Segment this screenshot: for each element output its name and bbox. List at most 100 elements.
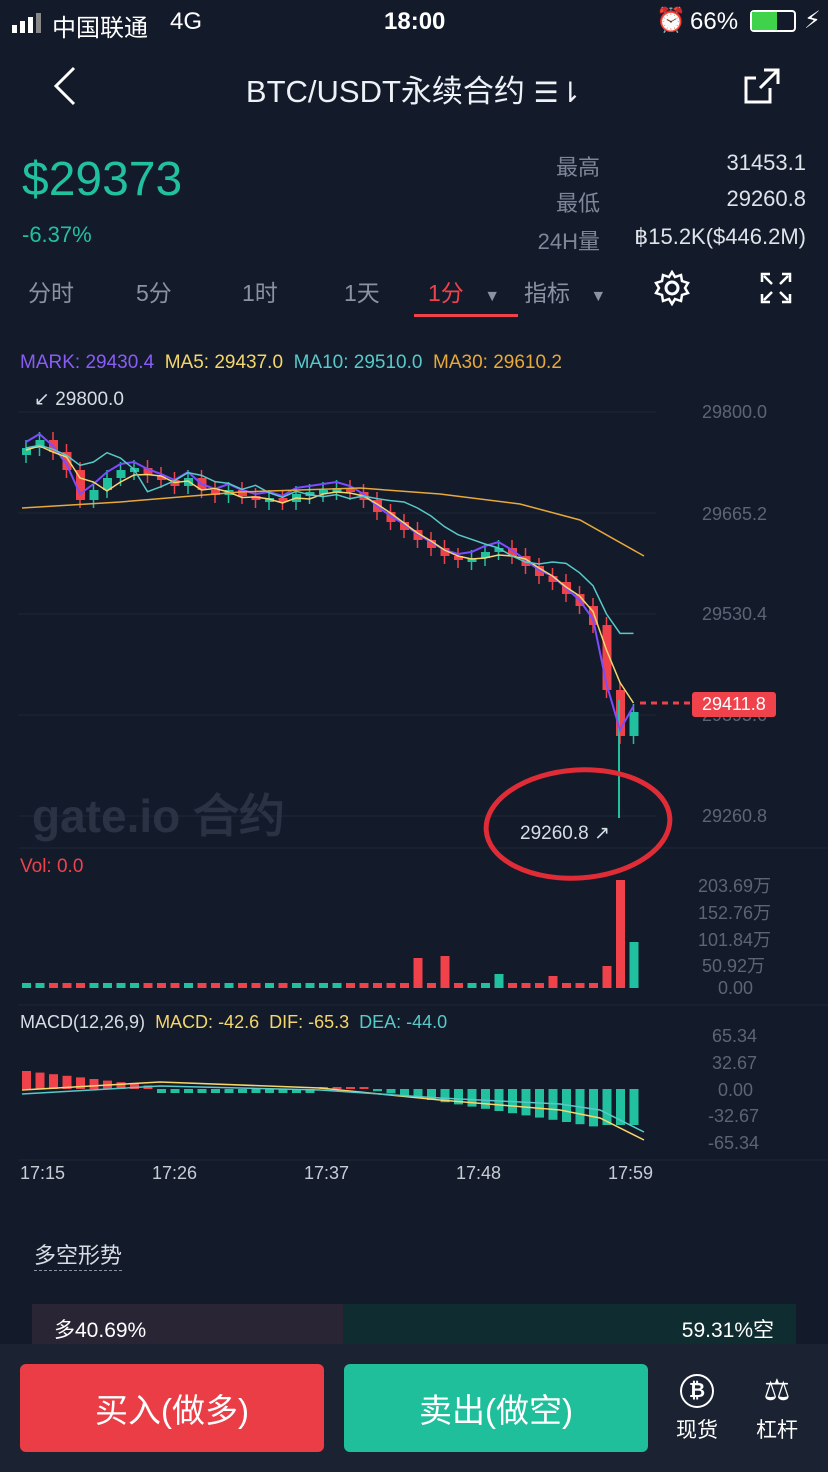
- volume-label: 24H量: [537, 229, 600, 254]
- volume-bar: [589, 983, 598, 988]
- price-change: -6.37%: [22, 222, 92, 247]
- macd-bar: [130, 1083, 139, 1089]
- candle-body: [629, 712, 639, 736]
- candle-body: [319, 490, 328, 494]
- watermark: gate.io 合约: [32, 790, 286, 842]
- macd-bar: [481, 1089, 490, 1109]
- candles: [22, 432, 639, 818]
- macd-bar: [35, 1072, 45, 1089]
- candle-body: [157, 475, 166, 480]
- volume-bar: [319, 983, 328, 988]
- settings-gear-icon[interactable]: [654, 269, 690, 311]
- volume-bar: [373, 983, 382, 988]
- tab-timeshare[interactable]: 分时: [28, 280, 74, 306]
- macd-bar: [49, 1074, 58, 1089]
- macd-bar: [224, 1089, 234, 1093]
- candle-body: [440, 548, 450, 556]
- macd-bar: [454, 1089, 463, 1105]
- candle-body: [170, 480, 180, 486]
- dropdown-icon: ▼: [590, 288, 607, 305]
- macd-bar: [616, 1089, 625, 1125]
- macd-bar: [629, 1089, 639, 1125]
- macd-value: MACD: -42.6: [155, 1012, 260, 1032]
- spot-button[interactable]: ₿ 现货: [668, 1374, 726, 1444]
- spot-label: 现货: [676, 1419, 718, 1442]
- back-icon[interactable]: [50, 66, 80, 111]
- network-type: 4G: [170, 8, 203, 35]
- legend-ma5: MA5: 29437.0: [164, 352, 284, 373]
- macd-bar: [575, 1089, 585, 1125]
- candle-body: [454, 556, 463, 560]
- time-axis-label: 17:59: [608, 1163, 654, 1183]
- volume-bar: [454, 983, 463, 988]
- candle-body: [103, 478, 112, 490]
- candle-body: [116, 470, 126, 478]
- candle-body: [130, 468, 139, 472]
- candle-body: [386, 512, 396, 522]
- volume-bar: [359, 983, 369, 988]
- leverage-button[interactable]: ⚖ 杠杆: [746, 1374, 808, 1444]
- page-title[interactable]: BTC/USDT永续合约 ☰⇂: [0, 66, 828, 111]
- long-fill: [32, 1304, 343, 1344]
- volume-bar: [35, 983, 45, 988]
- macd-bar: [103, 1080, 112, 1089]
- share-icon[interactable]: [742, 66, 782, 111]
- dea-value: DEA: -44.0: [359, 1012, 448, 1032]
- candle-body: [22, 448, 31, 455]
- indicator-legend: MARK: 29430.4 MA5: 29437.0 MA10: 29510.0…: [20, 352, 562, 374]
- volume-bar: [467, 983, 477, 988]
- time-axis-label: 17:15: [20, 1163, 66, 1183]
- candle-body: [184, 478, 193, 486]
- status-bar: 中国联通 4G 18:00 ⏰ 66% ⚡: [0, 0, 828, 44]
- candle-body: [616, 690, 625, 736]
- candle-body: [332, 488, 342, 492]
- volume-bar: [562, 983, 571, 988]
- macd-bar: [400, 1089, 409, 1096]
- low-marker-value: 29260.8: [520, 823, 589, 844]
- candle-body: [278, 498, 288, 502]
- volume-bar: [292, 983, 301, 988]
- macd-bar: [251, 1089, 261, 1093]
- volume-bar: [386, 983, 396, 988]
- dif-line: [21, 1081, 645, 1141]
- last-price: $29373: [22, 153, 183, 206]
- macd-bar: [359, 1087, 369, 1089]
- high-value: 31453.1: [726, 150, 806, 175]
- volume-bar: [116, 983, 126, 988]
- volume-bar: [103, 983, 112, 988]
- mark-line: [25, 432, 635, 733]
- volume-bar: [629, 942, 639, 988]
- candle-body: [494, 548, 504, 552]
- tab-indicators[interactable]: 指标 ▼: [524, 274, 606, 308]
- dif-value: DIF: -65.3: [269, 1012, 350, 1032]
- tab-1hour[interactable]: 1时: [242, 280, 278, 306]
- candle-body: [265, 498, 274, 502]
- candle-body: [359, 492, 369, 500]
- candle-body: [521, 556, 531, 566]
- ma30-line: [21, 487, 645, 557]
- volume-bar: [157, 983, 166, 988]
- candle-body: [251, 496, 261, 500]
- fullscreen-icon[interactable]: [760, 272, 792, 309]
- tab-5min[interactable]: 5分: [136, 280, 172, 306]
- tab-1day[interactable]: 1天: [344, 280, 380, 306]
- volume-bar: [184, 983, 193, 988]
- buy-long-button[interactable]: 买入(做多): [20, 1364, 324, 1452]
- low-label: 最低: [555, 191, 600, 216]
- macd-bar: [76, 1077, 85, 1089]
- tab-1min[interactable]: 1分 ▼: [428, 274, 500, 308]
- macd-bar: [157, 1089, 166, 1093]
- macd-bar: [265, 1089, 274, 1093]
- sell-short-button[interactable]: 卖出(做空): [344, 1364, 648, 1452]
- candle-body: [35, 440, 45, 448]
- high-marker-value: 29800.0: [55, 389, 124, 410]
- volume-bar: [427, 983, 436, 988]
- macd-bar: [373, 1089, 382, 1092]
- swap-icon[interactable]: ☰⇂: [533, 77, 583, 108]
- arrow-icon: ↙: [34, 389, 50, 410]
- volume-bar: [265, 983, 274, 988]
- dea-line: [21, 1085, 645, 1133]
- candle-body: [373, 500, 382, 512]
- volume-bar: [508, 983, 517, 988]
- macd-bar: [292, 1089, 301, 1093]
